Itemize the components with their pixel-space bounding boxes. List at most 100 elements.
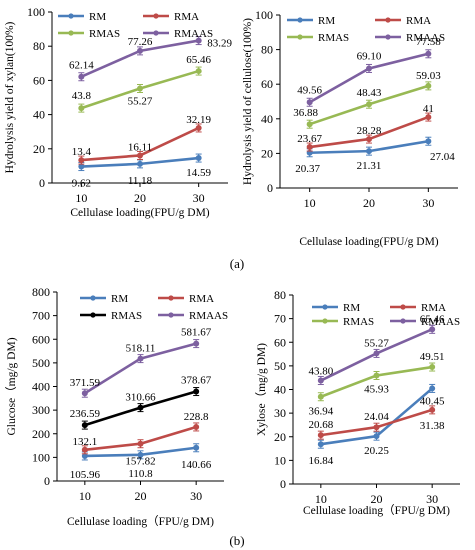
series-rmas: 36.94 45.93 49.51 [308,351,444,418]
data-label: 310.66 [125,392,156,404]
y-tick-label: 40 [274,383,286,397]
data-label: 45.93 [364,383,389,395]
legend-entry-rmas: RMAS [312,316,374,328]
legend-marker [90,295,96,301]
data-label: 21.31 [357,160,382,172]
x-axis-title: Cellulase loading（FPU/g DM) [303,504,450,517]
legend-entry-rmas: RMAS [58,28,120,40]
data-point [78,105,85,112]
data-point [195,68,202,75]
data-point [317,393,324,400]
x-tick-label: 30 [190,489,202,503]
data-label: 31.38 [420,420,445,432]
legend-label: RMAAS [406,32,445,44]
legend-entry-rmaas: RMAAS [158,310,228,322]
data-point [317,377,324,384]
data-point [373,350,380,357]
data-label: 59.03 [416,70,441,82]
data-point [137,85,143,92]
y-tick-label: 500 [32,356,50,370]
x-tick-label: 30 [193,191,205,205]
data-label: 110.8 [128,468,153,480]
legend-marker [68,13,74,19]
legend-entry-rma: RMA [158,293,214,305]
data-label: 83.29 [207,38,232,50]
data-point [425,82,432,89]
series-rmaas: 62.14 77.26 83.29 [69,36,233,82]
y-tick-label: 80 [274,288,286,302]
legend-label: RMA [406,15,431,27]
series-rmaas: 49.56 69.10 77.58 [297,36,441,107]
data-point [81,422,88,429]
data-point [78,157,85,164]
y-tick-label: 60 [274,335,286,349]
data-point [193,423,200,430]
y-tick-label: 10 [274,453,286,467]
data-point [317,432,324,439]
y-tick-label: 100 [32,450,50,464]
chart-2: 0 20 40 60 80 100 10 20 30 Cellulase loading(FPU/… [242,8,458,248]
data-label: 14.59 [186,167,211,179]
data-point [373,433,380,440]
x-tick-label: 10 [315,492,327,506]
data-label: 20.25 [364,445,389,457]
y-tick-label: 20 [274,430,286,444]
data-label: 16.11 [128,141,152,153]
x-tick-label: 10 [304,196,316,210]
data-label: 132.1 [72,436,97,448]
data-point [137,451,144,458]
data-label: 23.67 [297,133,322,145]
x-axis-title: Cellulase loading(FPU/g DM) [70,207,209,219]
legend-entry-rm: RM [287,15,335,27]
legend-entry-rm: RM [312,302,360,314]
y-tick-label: 50 [274,359,286,373]
y-tick-label: 700 [32,309,50,323]
series-rmas: 236.59 310.66 378.67 [70,375,212,430]
legend-entry-rma: RMA [375,15,431,27]
data-label: 65.46 [186,54,211,66]
data-label: 77.26 [128,36,153,48]
legend-label: RMAAS [421,316,460,328]
data-point [373,372,380,379]
data-label: 16.84 [308,455,333,467]
series-rm: 9.62 11.18 14.59 [72,153,212,190]
data-label: 40.45 [420,395,445,407]
legend-label: RMAS [111,310,142,322]
data-label: 65.46 [420,313,445,325]
data-point [78,163,85,170]
legend-label: RMAAS [174,28,213,40]
series-rmas: 43.8 55.27 65.46 [72,54,212,113]
data-point [366,65,372,72]
data-point [429,406,436,413]
series-rma: 20.68 24.04 31.38 [308,405,445,440]
data-label: 157.82 [125,456,155,468]
y-tick-label: 100 [27,5,45,19]
legend-marker [168,312,174,318]
data-point [195,155,202,162]
data-point [306,99,313,106]
legend-label: RM [343,302,360,314]
legend-marker [168,295,174,301]
y-tick-label: 80 [261,43,273,57]
legend-label: RMA [421,302,446,314]
data-label: 43.80 [308,366,333,378]
series-rmaas: 43.80 55.27 65.46 [308,313,445,386]
data-point [193,388,200,395]
chart-1: 0 20 40 60 80 100 10 20 30 Cellulase loading(FPU/… [4,5,233,219]
data-point [366,148,372,155]
x-tick-label: 10 [75,191,87,205]
data-point [81,390,88,397]
y-tick-label: 30 [274,406,286,420]
series-rmaas: 371.59 518.11 581.67 [70,327,212,398]
legend-marker [322,304,328,310]
data-point [137,47,143,54]
x-tick-label: 20 [134,191,146,205]
x-tick-label: 20 [135,489,147,503]
legend-marker [90,312,96,318]
data-label: 28.28 [357,125,382,137]
series-rm: 16.84 20.25 40.45 [308,383,445,467]
y-tick-label: 20 [33,142,45,156]
y-axis-title: Hydrolysis yield of cellulose(100%) [242,18,254,185]
data-point [193,444,200,451]
